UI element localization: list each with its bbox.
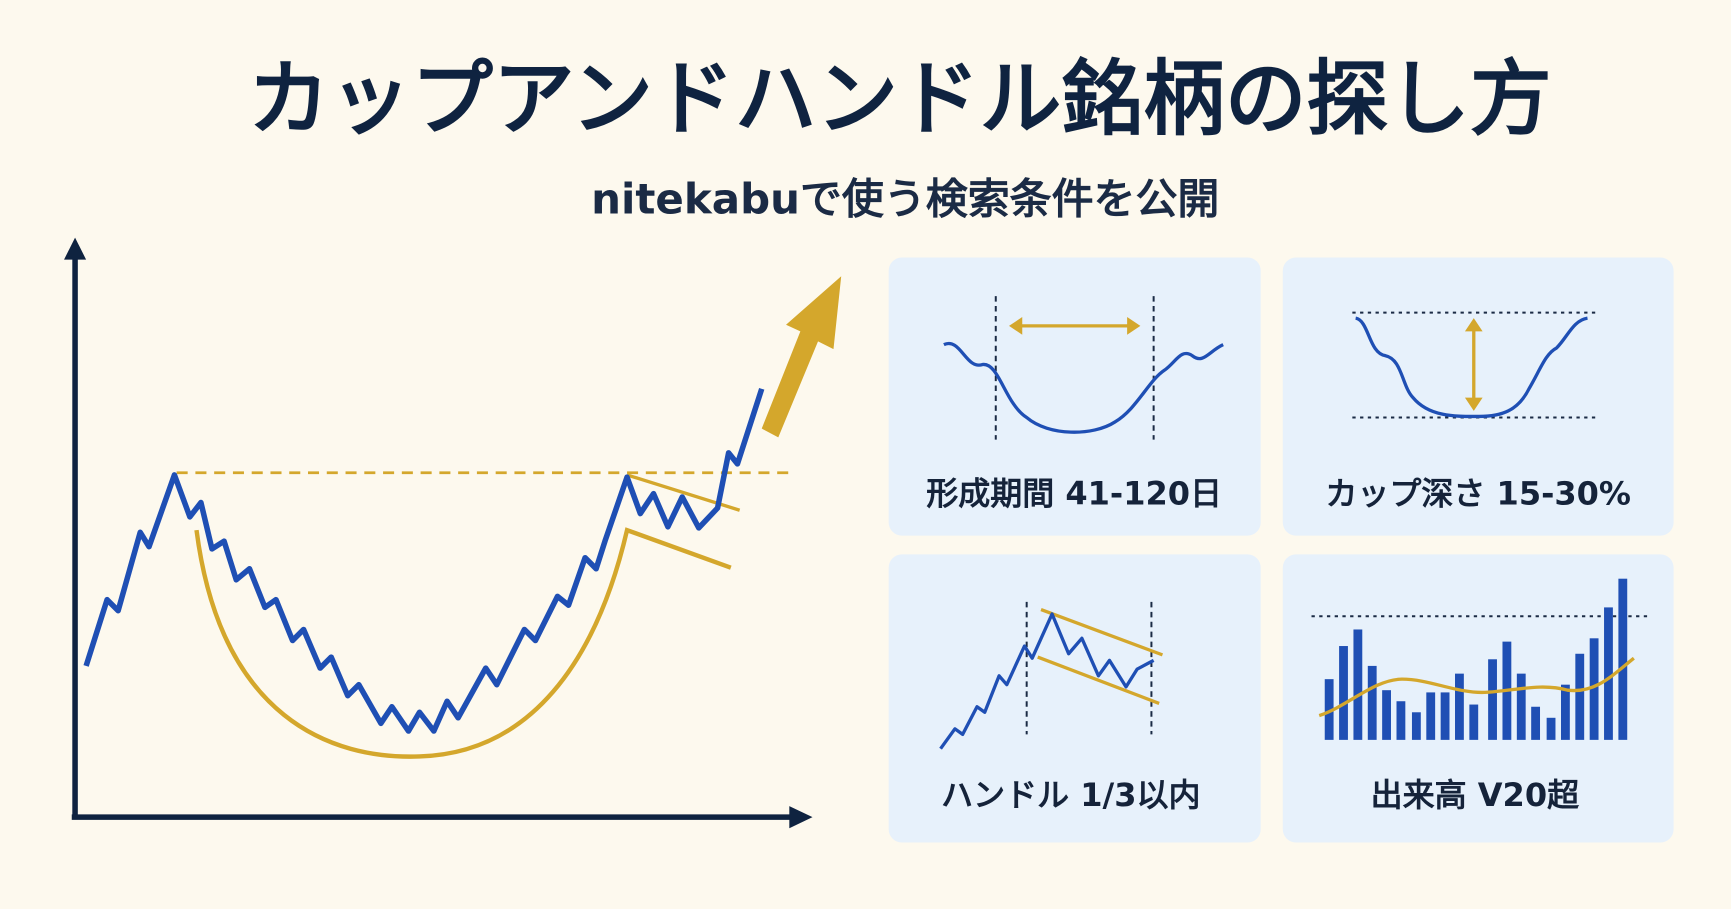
card-handle: ハンドル 1/3以内: [888, 554, 1261, 843]
card-label: ハンドル 1/3以内: [941, 776, 1200, 814]
card-depth: カップ深さ 15-30%: [1282, 257, 1674, 536]
card-label: カップ深さ 15-30%: [1325, 475, 1631, 513]
subtitle: nitekabuで使う検索条件を公開: [591, 174, 1219, 223]
title: カップアンドハンドル銘柄の探し方: [248, 52, 1552, 147]
card-volume: 出来高 V20超: [1282, 554, 1674, 843]
main-chart: [64, 237, 842, 829]
card-label: 形成期間 41-120日: [926, 475, 1222, 513]
card-period: 形成期間 41-120日: [888, 257, 1261, 536]
card-label: 出来高 V20超: [1371, 776, 1580, 814]
